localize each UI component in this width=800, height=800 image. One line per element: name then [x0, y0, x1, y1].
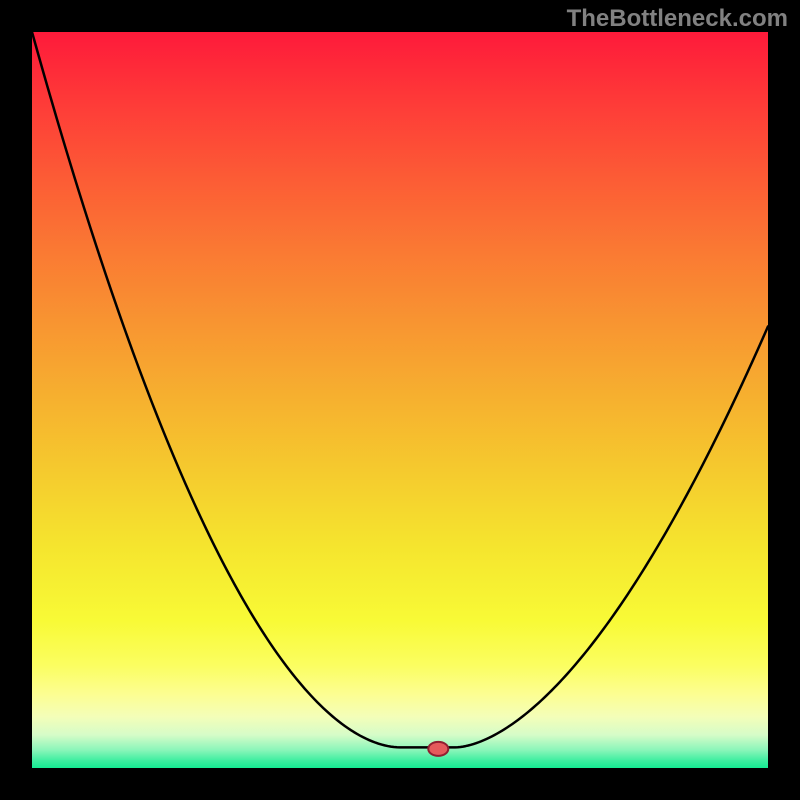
- plot-area: [32, 32, 768, 768]
- bottleneck-chart-svg: [32, 32, 768, 768]
- optimal-point-marker: [428, 742, 448, 756]
- watermark-text: TheBottleneck.com: [567, 5, 788, 33]
- chart-container: TheBottleneck.com: [0, 0, 800, 800]
- gradient-background: [32, 32, 768, 768]
